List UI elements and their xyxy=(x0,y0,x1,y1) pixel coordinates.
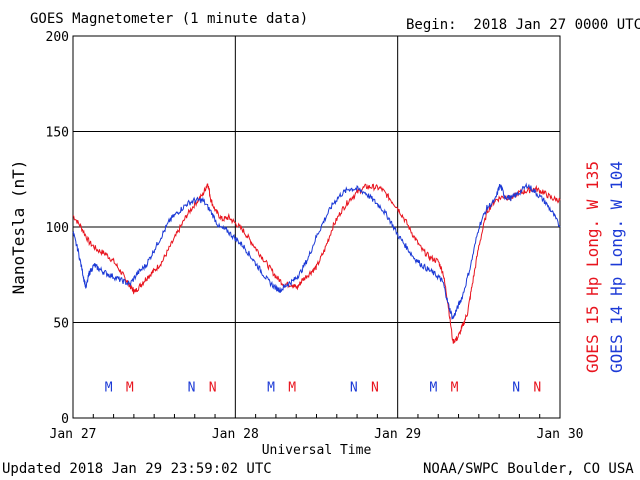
series-line-0 xyxy=(72,183,561,344)
local-time-marker: N xyxy=(350,380,358,395)
x-tick-label: Jan 30 xyxy=(537,427,584,442)
y-tick-label: 200 xyxy=(46,30,69,45)
x-tick-label: Jan 28 xyxy=(212,427,259,442)
local-time-marker: M xyxy=(451,380,459,395)
x-tick-label: Jan 29 xyxy=(374,427,421,442)
local-time-marker: N xyxy=(512,380,520,395)
legend-entry: GOES 15 Hp Long. W 135 xyxy=(583,161,602,373)
local-time-marker: M xyxy=(288,380,296,395)
x-tick-label: Jan 27 xyxy=(50,427,97,442)
y-tick-label: 0 xyxy=(61,412,69,427)
begin-date: Begin: 2018 Jan 27 0000 UTC xyxy=(406,17,640,33)
local-time-marker: M xyxy=(105,380,113,395)
y-tick-label: 150 xyxy=(46,126,69,141)
updated-timestamp: Updated 2018 Jan 29 23:59:02 UTC xyxy=(2,461,272,477)
local-time-marker: N xyxy=(188,380,196,395)
local-time-marker: N xyxy=(209,380,217,395)
local-time-marker: N xyxy=(533,380,541,395)
local-time-marker: M xyxy=(429,380,437,395)
y-axis-label: NanoTesla (nT) xyxy=(9,160,28,295)
y-tick-label: 100 xyxy=(46,221,69,236)
local-time-marker: M xyxy=(126,380,134,395)
local-time-marker: N xyxy=(371,380,379,395)
page-title: GOES Magnetometer (1 minute data) xyxy=(30,11,309,27)
series-line-1 xyxy=(72,182,561,320)
x-axis-label: Universal Time xyxy=(262,443,372,458)
y-tick-label: 50 xyxy=(53,317,69,332)
legend-entry: GOES 14 Hp Long. W 104 xyxy=(607,161,626,373)
local-time-marker: M xyxy=(267,380,275,395)
credit-line: NOAA/SWPC Boulder, CO USA xyxy=(423,461,634,477)
